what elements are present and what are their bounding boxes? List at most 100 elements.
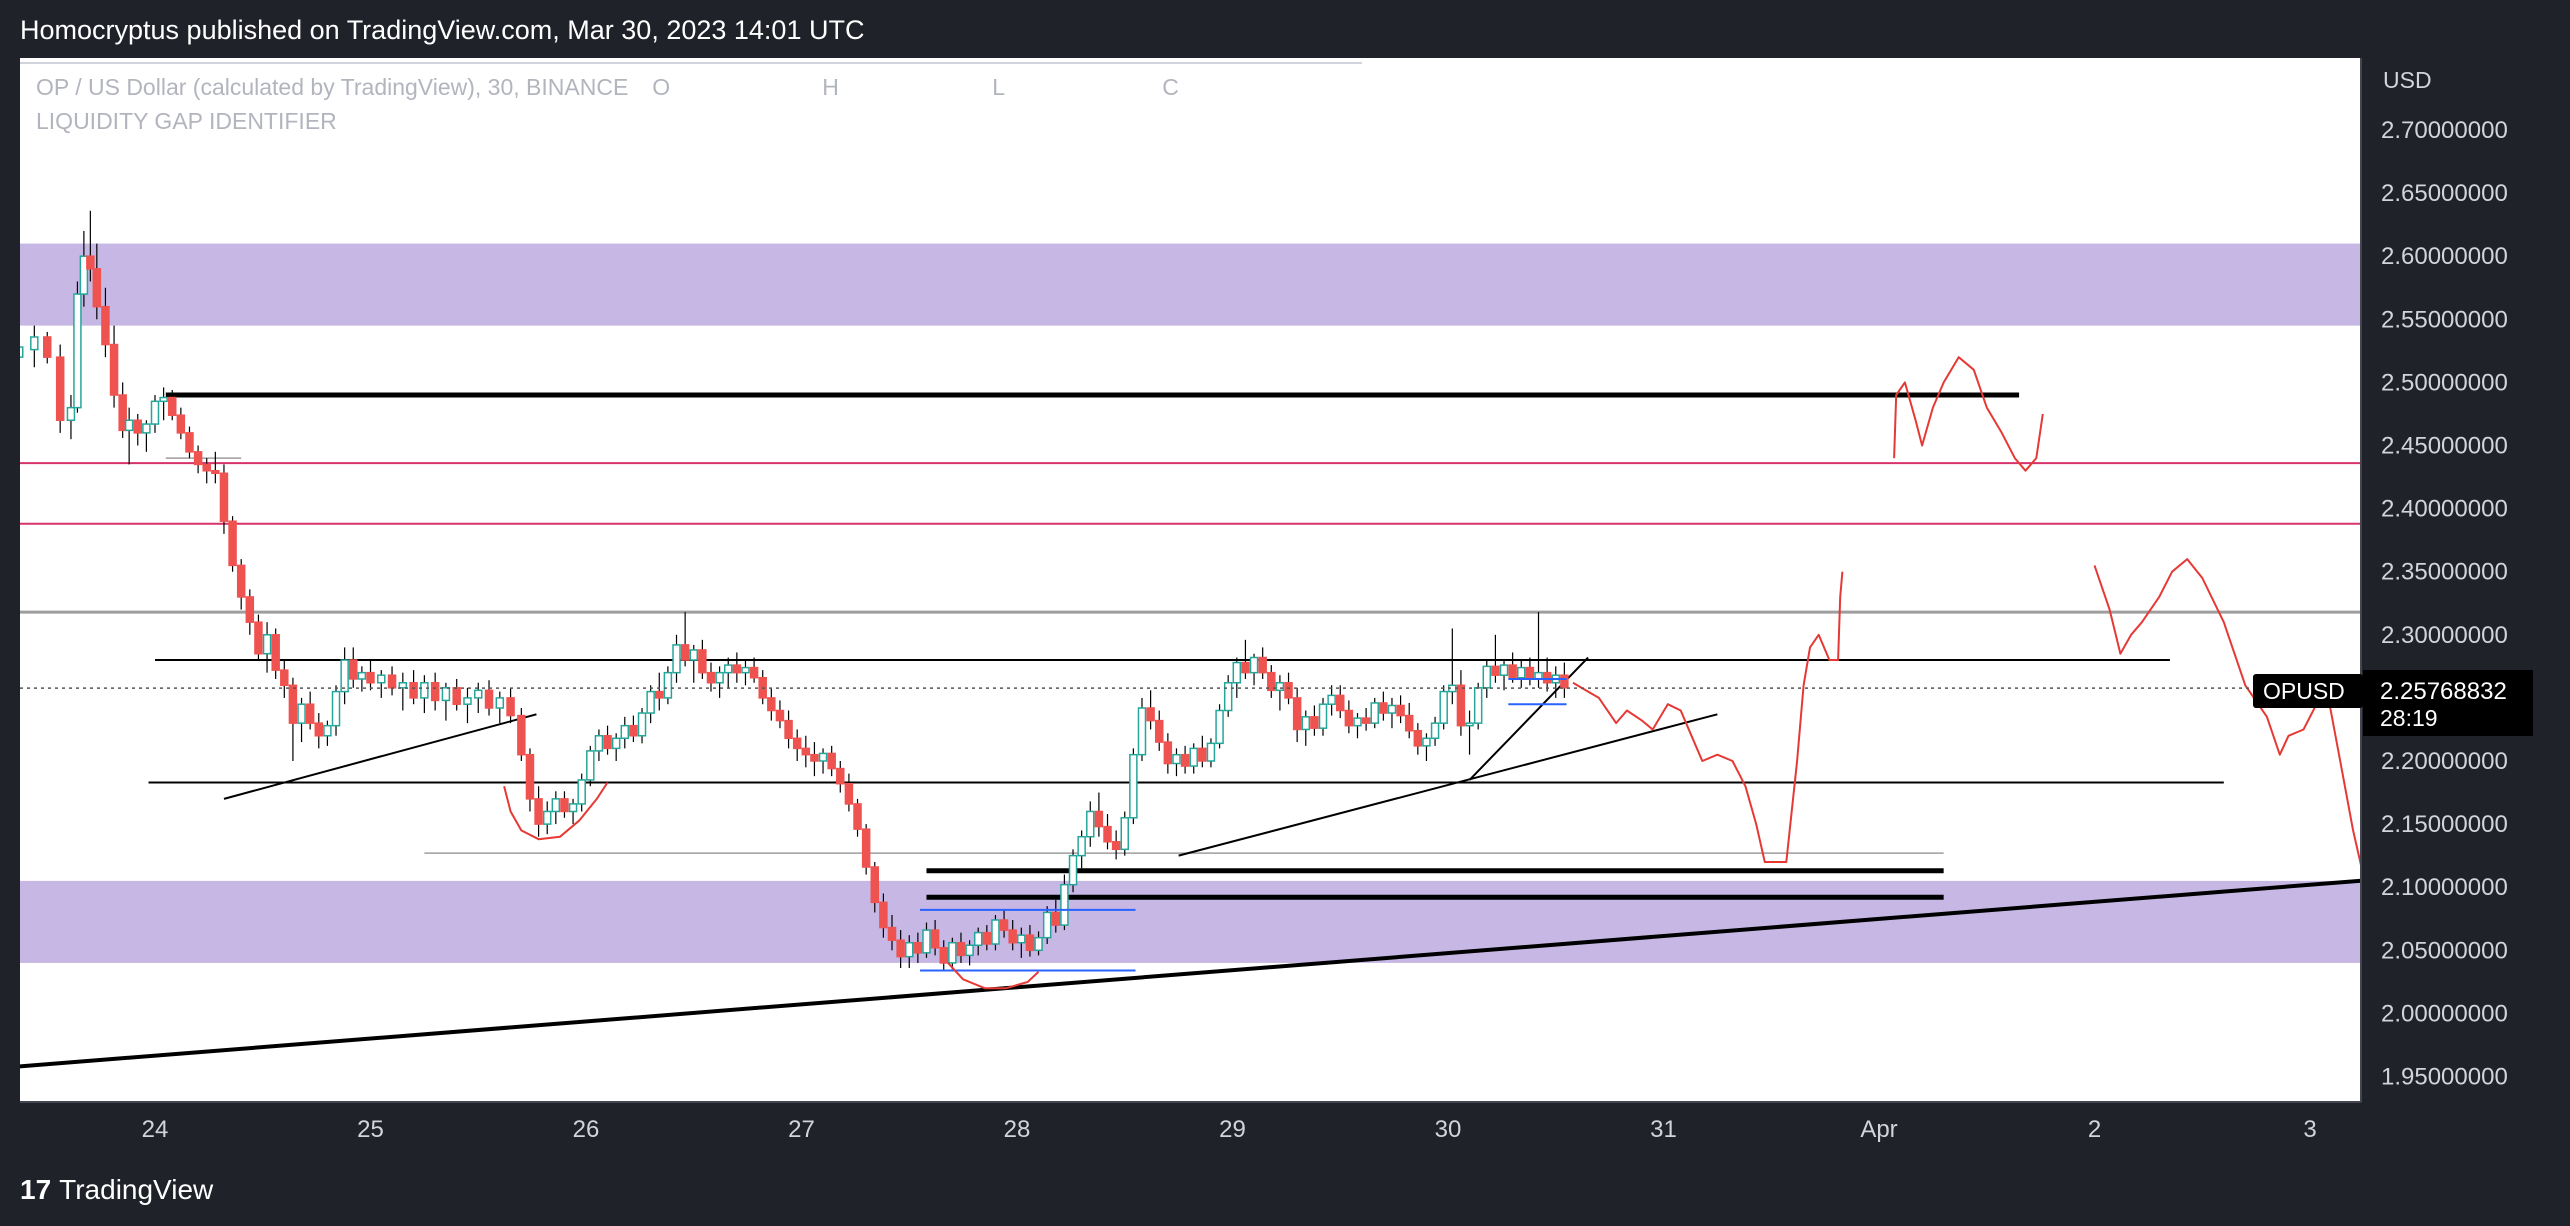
candle-body-up xyxy=(340,659,349,693)
price-tick-label: 1.95000000 xyxy=(2381,1064,2508,1091)
candle xyxy=(430,672,440,711)
candle xyxy=(1189,743,1198,774)
candle-body-down xyxy=(288,684,298,724)
candle-body-down xyxy=(732,664,742,674)
price-tick-label: 2.20000000 xyxy=(2381,748,2508,775)
candle xyxy=(965,940,974,966)
candle xyxy=(1137,697,1147,761)
candle-body-down xyxy=(629,724,638,737)
price-tick-label: 2.30000000 xyxy=(2381,622,2508,649)
candle-body-down xyxy=(861,828,871,868)
candle xyxy=(314,713,324,749)
candle xyxy=(506,687,515,724)
candle xyxy=(1163,733,1173,774)
brand[interactable]: 17 TradingView xyxy=(20,1174,213,1206)
legend-symbol[interactable]: OP / US Dollar (calculated by TradingVie… xyxy=(36,73,629,100)
candle-body-up xyxy=(1430,722,1440,740)
chart-area[interactable] xyxy=(20,58,2550,1154)
candle xyxy=(219,464,229,534)
candle xyxy=(646,685,655,724)
candle-body-up xyxy=(568,803,578,813)
candle xyxy=(1068,849,1078,893)
candle-body-up xyxy=(323,724,332,737)
candle-body-up xyxy=(1060,883,1069,926)
candle xyxy=(1180,745,1190,774)
header-bar: Homocryptus published on TradingView.com… xyxy=(0,0,2570,58)
candle xyxy=(749,657,759,683)
last-price-value: 2.25768832 xyxy=(2380,678,2507,705)
candle-body-up xyxy=(331,690,341,727)
candle-body-down xyxy=(193,451,203,466)
candle xyxy=(827,745,836,777)
ticker-label: OPUSD xyxy=(2263,678,2345,704)
time-axis-panel[interactable] xyxy=(20,1102,2550,1154)
candle-body-up xyxy=(1275,682,1285,692)
candle xyxy=(73,281,82,413)
candle xyxy=(1120,811,1129,856)
candle-body-down xyxy=(896,939,905,958)
candle xyxy=(1542,657,1552,692)
candle-body-up xyxy=(297,703,306,724)
candle xyxy=(484,680,494,716)
candle-body-down xyxy=(1344,709,1354,727)
liquidity-zone-2 xyxy=(20,880,2361,963)
candle xyxy=(1111,830,1121,860)
candle-body-up xyxy=(1439,690,1448,724)
candle xyxy=(672,634,681,683)
candle xyxy=(109,325,119,408)
candle-body-down xyxy=(1103,825,1112,843)
candles xyxy=(20,210,1569,971)
candle xyxy=(1318,697,1328,736)
candle-body-down xyxy=(525,753,535,800)
candle-body-up xyxy=(1473,687,1483,724)
candle xyxy=(1336,685,1345,719)
candle xyxy=(331,685,341,736)
candle-body-down xyxy=(844,782,854,805)
candle xyxy=(86,210,95,282)
candle-body-down xyxy=(349,659,358,680)
candle-body-down xyxy=(749,666,759,679)
candle xyxy=(930,920,940,956)
candle-body-down xyxy=(1154,719,1164,743)
candle xyxy=(185,426,194,459)
candle-body-down xyxy=(999,919,1009,931)
candle-body-down xyxy=(109,343,119,396)
candle xyxy=(525,748,535,812)
candle xyxy=(1154,710,1164,751)
candle xyxy=(810,742,819,777)
price-tick-label: 2.65000000 xyxy=(2381,180,2508,207)
legend-close-label: C xyxy=(1162,73,1179,100)
candle-body-down xyxy=(603,735,612,750)
price-axis-panel[interactable] xyxy=(2361,58,2570,1102)
candle xyxy=(55,344,65,433)
candle xyxy=(767,687,776,721)
candle-body-down xyxy=(655,690,664,699)
indicator-name[interactable]: LIQUIDITY GAP IDENTIFIER xyxy=(36,107,337,134)
candle-body-up xyxy=(1318,703,1328,729)
candle-body-down xyxy=(1284,682,1293,699)
candle xyxy=(956,932,966,963)
candle xyxy=(1146,690,1155,730)
candle-body-up xyxy=(991,919,1000,945)
candle-body-down xyxy=(280,669,289,687)
forecast-path-3 xyxy=(1572,571,1844,863)
tradingview-logo-icon: 17 xyxy=(20,1174,52,1205)
chart-legend[interactable]: OP / US Dollar (calculated by TradingVie… xyxy=(36,70,1332,138)
price-tick-label: 2.10000000 xyxy=(2381,874,2508,901)
candle xyxy=(568,798,578,825)
candle xyxy=(452,678,461,711)
candle-body-down xyxy=(1094,810,1104,828)
last-price-label[interactable]: OPUSD 2.25768832 28:19 xyxy=(2253,670,2533,736)
candle-body-down xyxy=(1008,929,1017,944)
candle xyxy=(340,647,349,705)
candle-body-down xyxy=(913,941,923,954)
candle xyxy=(663,666,673,705)
candle-body-down xyxy=(879,901,888,929)
candle xyxy=(236,559,246,610)
candle xyxy=(680,612,690,667)
candle xyxy=(1430,716,1440,746)
candle-body-down xyxy=(185,432,194,453)
candle xyxy=(801,735,811,768)
candle xyxy=(377,670,386,698)
